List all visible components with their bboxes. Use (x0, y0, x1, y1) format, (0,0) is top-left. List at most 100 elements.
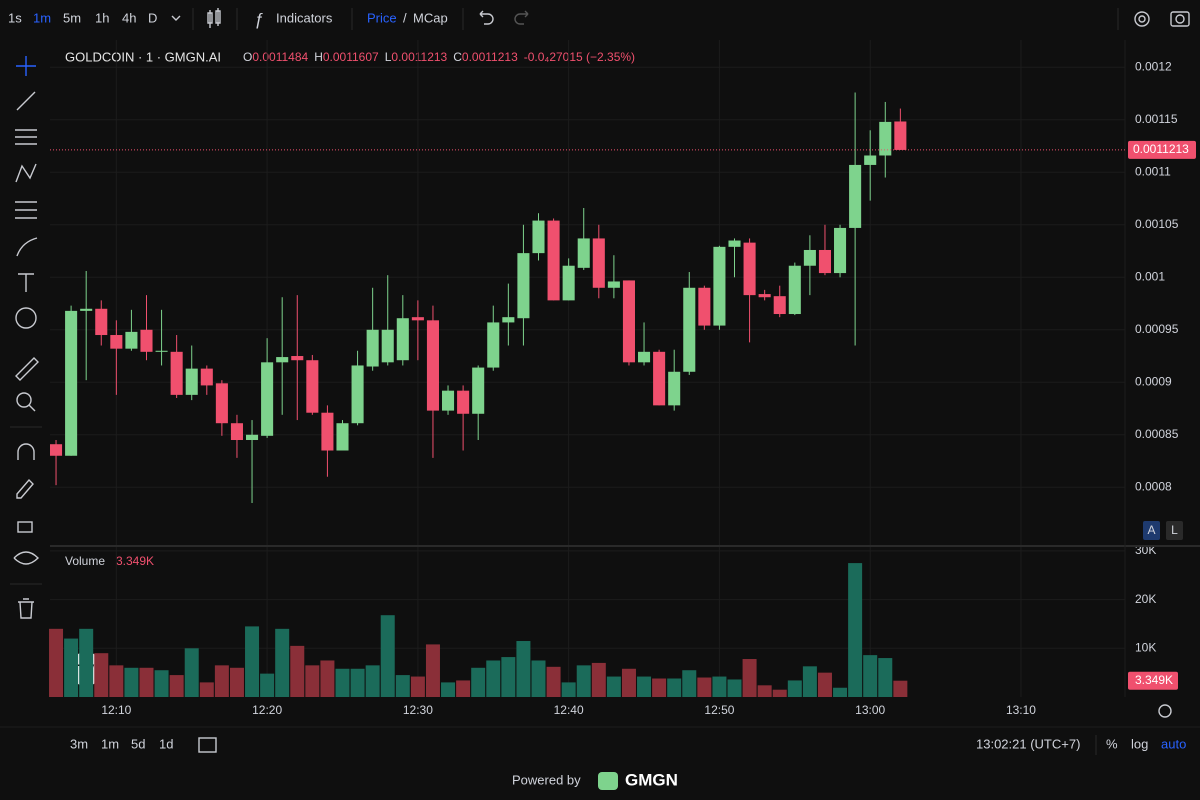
interval[interactable]: 4h (122, 10, 136, 25)
candle-body (653, 351, 666, 406)
dropdown-icon[interactable] (171, 15, 181, 21)
range-button[interactable]: 1m (101, 736, 119, 751)
indicators-button[interactable]: Indicators (276, 10, 333, 25)
volume-bar (184, 648, 199, 697)
x-tick-label: 12:30 (403, 703, 433, 717)
y-tick-label: 0.00105 (1135, 217, 1179, 231)
price-toggle[interactable]: Price (367, 10, 397, 25)
ohlc-low: 0.0011213 (391, 50, 447, 64)
volume-bar (848, 563, 863, 697)
date-range-icon[interactable] (198, 737, 217, 753)
candle-body (788, 265, 801, 315)
volume-bar (350, 668, 365, 697)
fx-icon[interactable]: ƒ (254, 9, 263, 28)
range-button[interactable]: 5d (131, 736, 145, 751)
candle-body (668, 371, 681, 406)
candle-body (95, 308, 108, 336)
emoji-tool[interactable] (15, 307, 37, 329)
ruler-tool[interactable] (15, 357, 39, 381)
candle-body (743, 242, 756, 296)
redo-icon[interactable] (514, 10, 529, 25)
left-toolbar (10, 56, 42, 619)
interval[interactable]: 1h (95, 10, 109, 25)
candle-body (607, 281, 620, 288)
pattern-tool[interactable] (15, 163, 37, 183)
interval-active[interactable]: 1m (33, 10, 51, 25)
ohlc-prefix: O (243, 50, 252, 64)
interval[interactable]: 1s (8, 10, 22, 25)
log-scale-button[interactable] (1166, 521, 1183, 540)
volume-bar (637, 676, 652, 697)
ohlc-prefix: H (314, 50, 323, 64)
volume-bar (591, 662, 606, 697)
mcap-toggle[interactable]: MCap (413, 10, 448, 25)
interval[interactable]: 5m (63, 10, 81, 25)
candle-body (366, 329, 379, 367)
ohlc-high: 0.0011607 (323, 50, 379, 64)
trend-line-tool[interactable] (16, 91, 36, 111)
volume-bar (154, 670, 169, 697)
y-tick-label: 0.0012 (1135, 59, 1172, 73)
volume-bar (893, 680, 908, 697)
volume-bar (456, 680, 471, 697)
crosshair-tool[interactable] (16, 56, 36, 76)
undo-icon[interactable] (479, 10, 494, 25)
volume-bar (787, 680, 802, 697)
candle-body (306, 360, 319, 413)
interval[interactable]: D (148, 10, 157, 25)
y-tick-label: 0.001 (1135, 269, 1165, 283)
x-tick-label: 12:40 (554, 703, 584, 717)
candle-body (80, 308, 93, 311)
auto-toggle[interactable]: auto (1161, 736, 1186, 751)
screenshot-icon[interactable] (1170, 11, 1190, 27)
candle-body (321, 412, 334, 451)
volume-bar (501, 657, 516, 697)
volume-current: 3.349K (116, 554, 154, 568)
settings-icon[interactable] (1134, 11, 1150, 27)
candle-body (849, 164, 862, 228)
candle-body (834, 227, 847, 274)
volume-bar (380, 615, 395, 697)
brush-tool[interactable] (16, 237, 38, 257)
volume-bar (531, 660, 546, 697)
delete-tool[interactable] (18, 598, 34, 619)
volume-bar (260, 673, 275, 697)
candle-body (336, 423, 349, 451)
range-button[interactable]: 3m (70, 736, 88, 751)
last-price-box (1128, 140, 1196, 159)
log-toggle[interactable]: log (1131, 736, 1148, 751)
volume-bar (441, 682, 456, 697)
volume-bar (863, 655, 878, 697)
candle-body (622, 280, 635, 363)
y-tick-label: 0.00095 (1135, 322, 1179, 336)
axis-settings-icon[interactable] (1158, 704, 1172, 718)
percent-toggle[interactable]: % (1106, 736, 1118, 751)
volume-title: Volume (65, 554, 105, 568)
visibility-tool[interactable] (13, 551, 39, 565)
range-button[interactable]: 1d (159, 736, 173, 751)
candle-type-icon[interactable] (207, 8, 221, 28)
candle-body (426, 320, 439, 411)
volume-bar (561, 682, 576, 697)
candle-body (532, 220, 545, 254)
volume-bar (727, 679, 742, 697)
candle-body (683, 287, 696, 372)
lock-tool[interactable] (17, 521, 33, 533)
fib-tool[interactable] (15, 129, 37, 145)
volume-bar (410, 676, 425, 697)
lock-drawing-tool[interactable] (16, 478, 34, 499)
candle-body (50, 444, 63, 456)
candle-body (803, 249, 816, 266)
magnet-tool[interactable] (17, 443, 35, 460)
volume-bar (124, 667, 139, 697)
auto-scale-button[interactable] (1143, 521, 1160, 540)
auto-scale-label: A (1147, 523, 1155, 537)
zoom-tool[interactable] (16, 392, 32, 408)
volume-bar (305, 665, 320, 697)
brand-name: GMGN (625, 770, 678, 789)
projection-tool[interactable] (15, 201, 37, 219)
candle-body (110, 335, 123, 349)
text-tool[interactable] (18, 273, 34, 292)
candle-body (246, 434, 259, 441)
